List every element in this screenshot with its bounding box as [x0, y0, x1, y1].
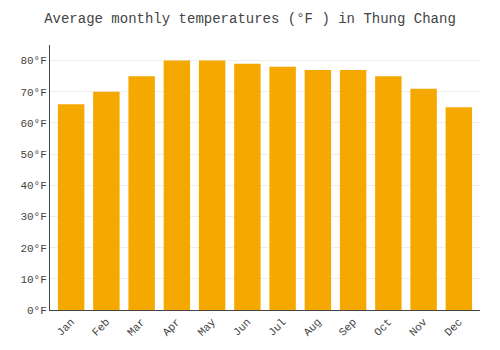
svg-text:Apr: Apr	[160, 316, 182, 338]
svg-text:70°F: 70°F	[20, 87, 46, 99]
svg-text:80°F: 80°F	[20, 55, 46, 67]
svg-text:Oct: Oct	[372, 316, 394, 338]
svg-text:Jun: Jun	[231, 316, 253, 338]
svg-text:Aug: Aug	[301, 316, 323, 338]
svg-text:May: May	[196, 316, 219, 339]
svg-text:10°F: 10°F	[20, 274, 46, 286]
svg-text:50°F: 50°F	[20, 149, 46, 161]
svg-text:Dec: Dec	[442, 316, 464, 338]
svg-text:Mar: Mar	[125, 316, 147, 338]
svg-text:40°F: 40°F	[20, 180, 46, 192]
svg-text:Feb: Feb	[90, 316, 112, 338]
svg-text:Jul: Jul	[266, 316, 288, 338]
svg-text:20°F: 20°F	[20, 243, 46, 255]
svg-text:60°F: 60°F	[20, 118, 46, 130]
svg-text:Nov: Nov	[407, 316, 430, 339]
svg-text:Sep: Sep	[337, 316, 359, 338]
svg-text:30°F: 30°F	[20, 211, 46, 223]
svg-text:0°F: 0°F	[27, 305, 47, 317]
svg-text:Average monthly temperatures (: Average monthly temperatures (°F ) in Th…	[44, 11, 456, 27]
svg-text:Jan: Jan	[55, 316, 77, 338]
